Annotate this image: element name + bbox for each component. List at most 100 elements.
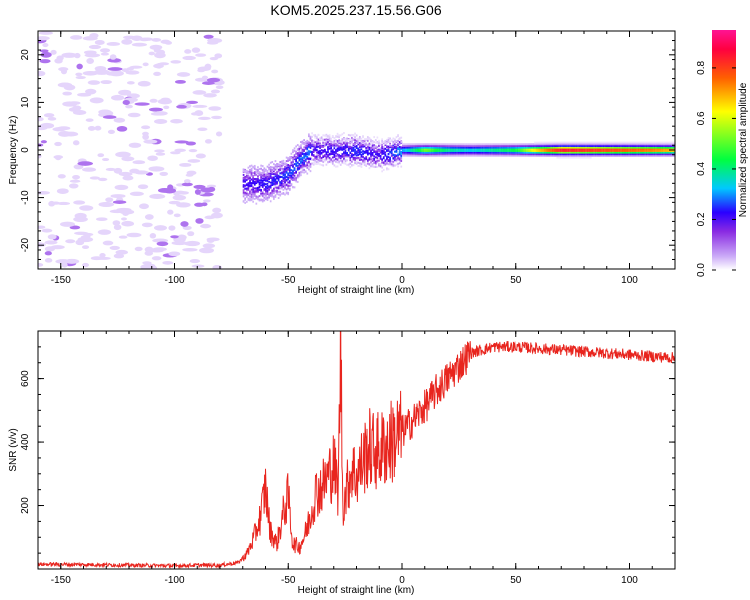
- heatmap-core-cell: [325, 154, 328, 157]
- heatmap-core-cell: [669, 141, 672, 144]
- heatmap-core-cell: [535, 143, 538, 146]
- heatmap-core-cell: [554, 151, 557, 154]
- heatmap-core-cell: [564, 156, 567, 159]
- heatmap-noise-blob: [121, 68, 129, 73]
- heatmap-core-cell: [634, 153, 637, 156]
- heatmap-core-cell: [306, 166, 309, 169]
- heatmap-core-cell: [591, 151, 594, 154]
- heatmap-core-cell: [632, 151, 635, 154]
- heatmap-core-cell: [421, 146, 423, 149]
- heatmap-core-cell: [664, 149, 667, 152]
- heatmap-noise-blob: [193, 184, 206, 190]
- heatmap-core-cell: [242, 195, 245, 198]
- heatmap-noise-blob: [116, 207, 132, 212]
- heatmap-noise-blob: [183, 179, 191, 184]
- heatmap-core-cell: [554, 153, 557, 156]
- heatmap-core-cell: [596, 148, 598, 151]
- heatmap-core-cell: [378, 162, 380, 165]
- heatmap-noise-blob: [95, 256, 111, 260]
- heatmap-noise-blob: [168, 225, 176, 231]
- heatmap-core-cell: [252, 200, 255, 203]
- heatmap-noise-blob: [144, 214, 154, 220]
- heatmap-core-cell: [300, 164, 302, 167]
- heatmap-noise-blob: [201, 202, 208, 207]
- heatmap-core-cell: [386, 168, 388, 171]
- heatmap-core-cell: [320, 138, 323, 141]
- heatmap-core-cell: [610, 148, 613, 151]
- heatmap-core-cell: [360, 155, 363, 158]
- heatmap-core-cell: [402, 149, 404, 152]
- heatmap-core-cell: [331, 150, 334, 153]
- heatmap-core-cell: [316, 149, 318, 152]
- heatmap-core-cell: [317, 154, 320, 157]
- heatmap-core-cell: [335, 139, 337, 142]
- heatmap-core-cell: [387, 168, 390, 171]
- heatmap-core-cell: [653, 143, 656, 146]
- heatmap-core-cell: [637, 148, 640, 151]
- heatmap-core-cell: [397, 157, 399, 160]
- heatmap-core-cell: [597, 148, 600, 151]
- heatmap-core-cell: [384, 163, 387, 166]
- heatmap-core-cell: [421, 144, 423, 147]
- heatmap-core-cell: [269, 187, 272, 190]
- heatmap-core-cell: [341, 161, 344, 164]
- heatmap-core-cell: [411, 144, 414, 147]
- heatmap-core-cell: [624, 153, 627, 156]
- heatmap-core-cell: [467, 144, 469, 147]
- heatmap-core-cell: [529, 154, 532, 157]
- heatmap-core-cell: [569, 141, 571, 144]
- heatmap-core-cell: [502, 153, 505, 156]
- heatmap-core-cell: [586, 151, 589, 154]
- heatmap-core-cell: [390, 154, 393, 157]
- heatmap-core-cell: [325, 140, 328, 143]
- heatmap-core-cell: [494, 154, 497, 157]
- heatmap-core-cell: [280, 179, 283, 182]
- heatmap-core-cell: [282, 163, 285, 166]
- heatmap-core-cell: [656, 143, 659, 146]
- heatmap-core-cell: [252, 195, 255, 198]
- heatmap-core-cell: [529, 148, 532, 151]
- heatmap-core-cell: [572, 141, 575, 144]
- heatmap-core-cell: [381, 141, 383, 144]
- heatmap-core-cell: [596, 151, 598, 154]
- heatmap-core-cell: [451, 151, 454, 154]
- heatmap-core-cell: [349, 166, 352, 169]
- heatmap-core-cell: [416, 151, 419, 154]
- heatmap-core-cell: [484, 143, 487, 146]
- heatmap-core-cell: [448, 149, 450, 152]
- heatmap-core-cell: [422, 148, 425, 151]
- heatmap-core-cell: [561, 146, 563, 149]
- heatmap-core-cell: [354, 132, 356, 135]
- heatmap-core-cell: [605, 148, 608, 151]
- heatmap-core-cell: [266, 189, 269, 192]
- heatmap-noise-blob: [191, 264, 205, 268]
- heatmap-core-cell: [316, 161, 318, 164]
- heatmap-core-cell: [301, 161, 304, 164]
- heatmap-core-cell: [308, 145, 310, 148]
- heatmap-core-cell: [440, 153, 442, 156]
- heatmap-core-cell: [322, 158, 325, 161]
- heatmap-core-cell: [365, 156, 368, 159]
- heatmap-core-cell: [287, 181, 290, 184]
- heatmap-core-cell: [335, 165, 337, 168]
- heatmap-core-cell: [314, 149, 317, 152]
- heatmap-core-cell: [390, 164, 393, 167]
- heatmap-core-cell: [255, 180, 258, 183]
- heatmap-core-cell: [467, 149, 469, 152]
- heatmap-core-cell: [634, 144, 637, 147]
- heatmap-core-cell: [370, 158, 372, 161]
- heatmap-core-cell: [433, 154, 436, 157]
- heatmap-core-cell: [562, 143, 565, 146]
- heatmap-core-cell: [449, 146, 452, 149]
- heatmap-core-cell: [392, 142, 395, 145]
- heatmap-core-cell: [295, 164, 298, 167]
- heatmap-core-cell: [311, 142, 313, 145]
- heatmap-core-cell: [577, 144, 579, 147]
- heatmap-core-cell: [624, 149, 627, 152]
- heatmap-core-cell: [443, 146, 446, 149]
- heatmap-core-cell: [322, 164, 325, 167]
- heatmap-core-cell: [548, 154, 551, 157]
- heatmap-noise-blob: [137, 184, 149, 190]
- heatmap-core-cell: [652, 146, 654, 149]
- heatmap-noise-blob: [127, 112, 141, 118]
